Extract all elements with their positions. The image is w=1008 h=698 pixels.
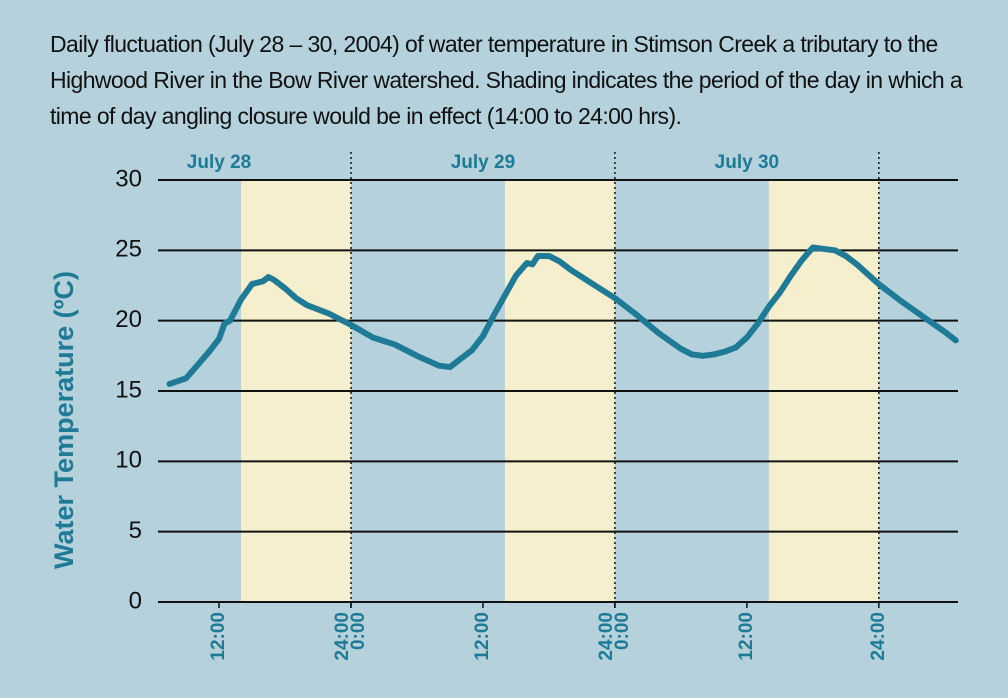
chart-title: Daily fluctuation (July 28 – 30, 2004) o… bbox=[50, 31, 963, 129]
y-axis-label: Water Temperature (ºC) bbox=[49, 271, 79, 569]
y-tick-label: 25 bbox=[115, 236, 142, 263]
x-tick-label: 0:00 bbox=[348, 612, 369, 650]
y-tick-label: 10 bbox=[115, 447, 142, 474]
temperature-line bbox=[166, 244, 959, 387]
x-tick-label: 12:00 bbox=[472, 612, 493, 661]
x-tick-label: 24:00 bbox=[332, 612, 353, 661]
day-label: July 28 bbox=[187, 152, 251, 173]
y-tick-label: 20 bbox=[115, 306, 142, 333]
x-tick-label: 0:00 bbox=[612, 612, 633, 650]
day-label: July 30 bbox=[715, 152, 779, 173]
x-tick-label: 12:00 bbox=[208, 612, 229, 661]
x-tick-label: 12:00 bbox=[736, 612, 757, 661]
y-tick-label: 5 bbox=[129, 517, 142, 544]
x-tick-label: 24:00 bbox=[868, 612, 889, 661]
x-tick-label: 24:00 bbox=[596, 612, 617, 661]
y-tick-label: 0 bbox=[129, 587, 142, 614]
y-tick-label: 15 bbox=[115, 376, 142, 403]
day-label: July 29 bbox=[451, 152, 515, 173]
y-tick-label: 30 bbox=[115, 165, 142, 192]
